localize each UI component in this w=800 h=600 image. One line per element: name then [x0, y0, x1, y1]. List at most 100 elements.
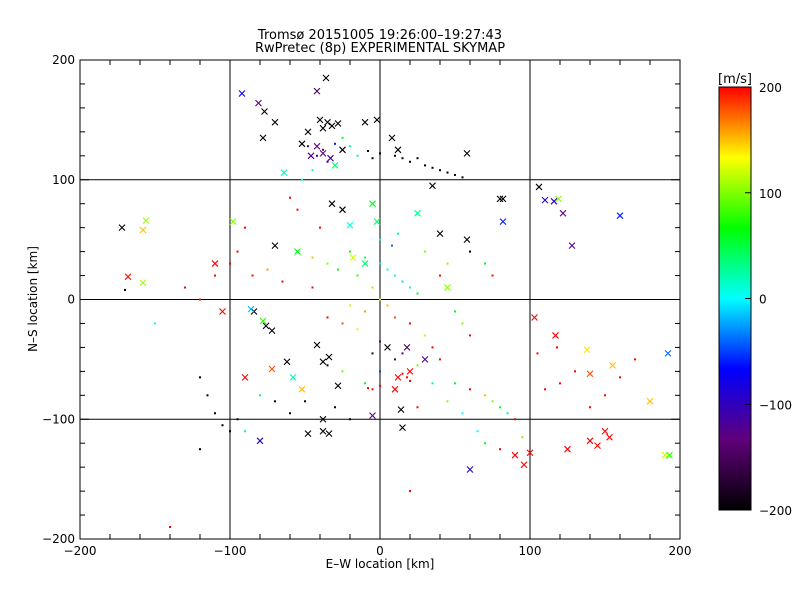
- colorbar-tick-label: −100: [759, 398, 792, 412]
- data-point-dot: [416, 157, 419, 160]
- data-point-x: [564, 445, 571, 453]
- data-point-x: [444, 284, 451, 291]
- data-point-dot: [454, 382, 456, 385]
- data-point-x: [586, 437, 594, 445]
- data-point-dot: [401, 352, 404, 355]
- data-point-x: [324, 118, 331, 126]
- data-point-dot: [356, 328, 359, 331]
- data-point-x: [346, 221, 354, 229]
- chart-title: Tromsø 20151005 19:26:00–19:27:43: [257, 28, 502, 43]
- data-point-dot: [356, 154, 359, 157]
- data-point-x: [403, 344, 411, 351]
- data-point-x: [552, 332, 559, 339]
- data-point-dot: [259, 394, 261, 397]
- data-point-x: [259, 134, 267, 142]
- data-point-x: [369, 200, 376, 208]
- data-point-dot: [544, 388, 546, 391]
- data-point-dot: [364, 310, 366, 313]
- data-point-dot: [454, 173, 456, 176]
- y-tick-label: 0: [67, 293, 75, 307]
- data-point-dot: [322, 148, 324, 151]
- data-point-dot: [349, 145, 351, 148]
- data-point-dot: [281, 280, 284, 283]
- data-point-dot: [229, 430, 231, 433]
- data-point-x: [463, 236, 471, 244]
- data-point-x: [319, 358, 327, 366]
- data-point-x: [304, 128, 312, 136]
- data-point-dot: [401, 280, 404, 283]
- data-point-x: [339, 146, 346, 154]
- data-point-dot: [394, 358, 396, 361]
- data-point-x: [555, 195, 562, 203]
- data-point-dot: [311, 256, 314, 259]
- data-point-dot: [349, 250, 351, 253]
- data-point-x: [394, 146, 402, 154]
- data-point-x: [256, 437, 264, 445]
- data-point-dot: [364, 256, 366, 259]
- data-point-x: [666, 451, 673, 459]
- data-point-x: [262, 322, 270, 330]
- data-point-x: [219, 308, 226, 315]
- data-point-dot: [379, 298, 381, 301]
- data-point-x: [334, 382, 342, 390]
- data-point-x: [583, 346, 591, 354]
- data-point-dot: [371, 388, 374, 391]
- data-point-dot: [326, 160, 329, 163]
- data-point-dot: [289, 412, 291, 415]
- data-point-x: [298, 140, 306, 148]
- data-point-dot: [169, 526, 171, 529]
- x-tick-label: −100: [214, 544, 247, 558]
- data-point-x: [391, 385, 399, 393]
- data-point-dot: [461, 176, 464, 179]
- colorbar-ticks: 200 100 0 −100 −200: [745, 81, 792, 518]
- data-point-dot: [394, 274, 396, 277]
- colorbar-tick-label: −200: [759, 504, 792, 518]
- data-point-dot: [319, 226, 321, 229]
- data-point-dot: [401, 372, 404, 375]
- data-point-dot: [367, 387, 369, 390]
- data-point-x: [394, 373, 402, 381]
- y-tick-label: 200: [52, 53, 75, 67]
- y-tick-labels: −200 −100 0 100 200: [42, 53, 75, 546]
- data-point-x: [429, 182, 436, 190]
- data-point-dot: [439, 274, 441, 277]
- data-point-dot: [439, 358, 441, 361]
- data-point-dot: [244, 430, 246, 433]
- data-point-dot: [349, 418, 351, 421]
- x-tick-label: −200: [64, 544, 97, 558]
- data-point-dot: [409, 379, 411, 382]
- data-point-dot: [199, 376, 201, 379]
- data-point-x: [550, 197, 558, 205]
- data-point-dot: [574, 370, 576, 373]
- data-point-dot: [199, 448, 201, 451]
- y-tick-label: −200: [42, 532, 75, 546]
- data-point-x: [414, 209, 421, 217]
- data-point-x: [280, 169, 288, 176]
- data-point-x: [327, 154, 334, 162]
- data-point-x: [499, 218, 507, 226]
- data-point-dot: [394, 316, 396, 319]
- data-point-x: [319, 150, 327, 157]
- data-point-dot: [634, 358, 636, 361]
- data-point-x: [511, 451, 519, 459]
- data-point-dot: [431, 166, 434, 169]
- data-point-x: [436, 230, 444, 238]
- data-point-x: [594, 442, 601, 449]
- data-point-x: [319, 427, 327, 435]
- data-point-dot: [484, 394, 486, 397]
- data-point-x: [664, 349, 672, 357]
- data-point-x: [271, 118, 279, 126]
- data-point-x: [139, 279, 147, 287]
- data-point-x: [325, 430, 333, 438]
- data-point-dot: [326, 364, 329, 367]
- data-point-dot: [514, 418, 516, 421]
- data-point-dot: [446, 400, 449, 403]
- data-point-x: [328, 200, 336, 208]
- data-point-dot: [424, 250, 426, 253]
- data-point-dot: [604, 394, 606, 397]
- data-point-dot: [401, 157, 404, 160]
- data-point-x: [616, 212, 624, 220]
- data-point-x: [268, 327, 276, 335]
- data-point-dot: [266, 268, 269, 271]
- data-point-x: [526, 449, 534, 457]
